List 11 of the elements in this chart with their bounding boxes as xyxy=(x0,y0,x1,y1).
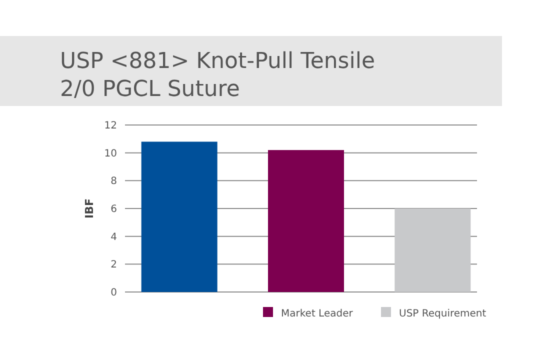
legend-label: USP Requirement xyxy=(399,308,486,320)
legend-label: Market Leader xyxy=(281,308,354,320)
y-axis-title: IBF xyxy=(83,198,96,218)
y-tick-label: 2 xyxy=(110,260,117,271)
chart-title: USP <881> Knot-Pull Tensile 2/0 PGCL Suture xyxy=(60,49,376,102)
y-tick-label: 8 xyxy=(110,176,117,188)
y-tick-label: 0 xyxy=(110,288,117,298)
y-tick-label: 12 xyxy=(104,120,117,132)
y-tick-label: 4 xyxy=(110,232,117,243)
y-tick-label: 6 xyxy=(110,204,117,215)
y-tick-label: 10 xyxy=(104,148,117,160)
